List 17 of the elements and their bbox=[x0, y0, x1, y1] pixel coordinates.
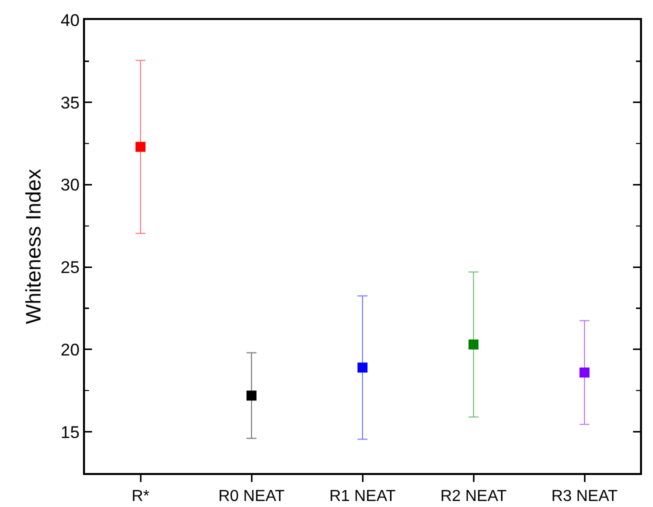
y-tick-label: 25 bbox=[60, 258, 80, 278]
x-tick-label: R1 NEAT bbox=[329, 488, 396, 506]
x-tick-label: R0 NEAT bbox=[218, 488, 285, 506]
y-tick-label: 35 bbox=[60, 93, 80, 112]
point bbox=[358, 362, 368, 373]
point bbox=[580, 368, 590, 378]
y-tick-label: 30 bbox=[60, 176, 80, 195]
y-axis-title: Whiteness Index bbox=[22, 168, 46, 324]
x-tick-label: R3 NEAT bbox=[551, 488, 618, 506]
y-tick-label: 40 bbox=[60, 10, 80, 30]
point bbox=[468, 340, 478, 350]
y-tick-label: 20 bbox=[60, 340, 80, 360]
x-tick-label: R* bbox=[132, 488, 150, 506]
y-tick-label: 15 bbox=[60, 422, 80, 442]
point bbox=[246, 390, 256, 401]
point bbox=[136, 142, 146, 152]
x-tick-label: R2 NEAT bbox=[440, 488, 507, 506]
